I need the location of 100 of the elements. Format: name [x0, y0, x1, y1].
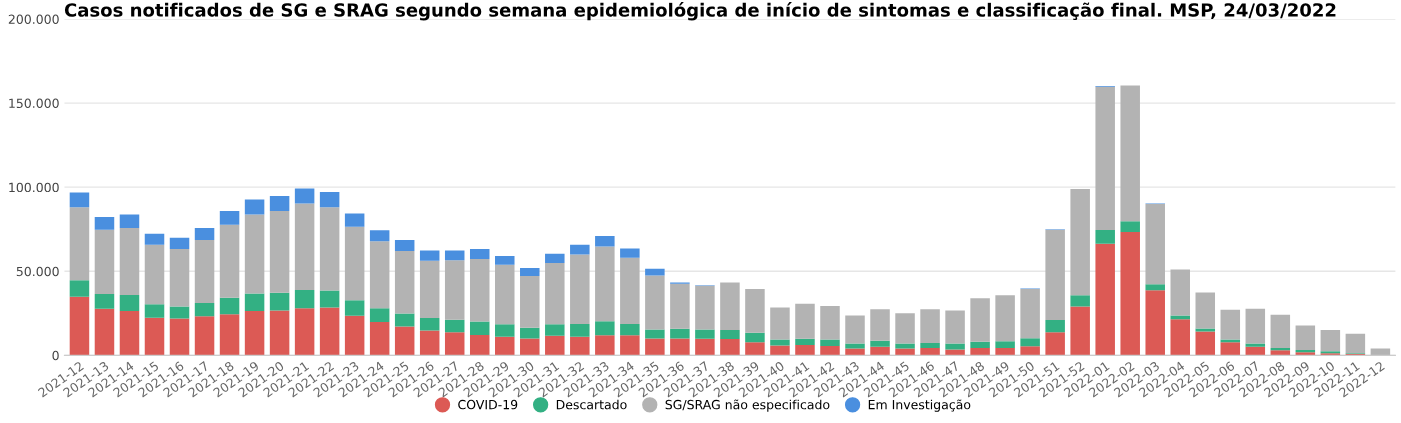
bar [545, 324, 565, 336]
bar [344, 315, 365, 356]
bar [244, 199, 265, 215]
bar [495, 324, 515, 337]
bar [269, 292, 290, 311]
bar [595, 335, 615, 356]
bar [169, 248, 190, 307]
bar [144, 304, 165, 318]
y-tick-label: 100.000 [9, 182, 59, 193]
bar [69, 192, 90, 208]
bar [845, 343, 865, 349]
bar [294, 290, 315, 309]
bar [895, 348, 915, 356]
bar [545, 335, 565, 356]
bar [269, 196, 290, 212]
bar [995, 348, 1015, 356]
chart-title: Casos notificados de SG e SRAG segundo semana epidemiológica de início de sintomas e classificação final. MSP, 24/03/2022 [64, 2, 1336, 21]
bar [945, 310, 965, 344]
bar [970, 298, 990, 342]
bar [920, 309, 940, 344]
bar [1170, 319, 1190, 356]
bar [169, 306, 190, 319]
bar [745, 332, 765, 343]
bar [695, 285, 715, 330]
bar [1245, 308, 1266, 344]
bar [1170, 315, 1190, 320]
y-tick-label: 0 [52, 350, 59, 361]
bar [1245, 343, 1266, 347]
bar [670, 328, 690, 339]
bar [1195, 331, 1216, 356]
bar [344, 226, 365, 301]
legend-label: Descartado [556, 399, 627, 410]
bar [169, 318, 190, 356]
bar [394, 239, 415, 252]
bar [1195, 292, 1216, 329]
bar [770, 345, 790, 356]
bar [970, 341, 990, 349]
bar [444, 332, 465, 356]
bar [895, 313, 915, 344]
bar [444, 319, 465, 333]
bar [520, 275, 540, 328]
bar [444, 250, 465, 261]
bar [495, 336, 515, 356]
bar [469, 248, 490, 259]
bar [970, 348, 990, 356]
bar [1020, 346, 1040, 356]
bar [1045, 229, 1065, 321]
bar [695, 338, 715, 356]
bar [620, 335, 640, 356]
bar [1070, 189, 1090, 296]
bar [394, 251, 415, 314]
bar [495, 255, 515, 265]
bar [1170, 269, 1190, 316]
bar [1020, 338, 1040, 347]
bar [219, 297, 240, 315]
bar [1145, 284, 1165, 291]
bar [620, 248, 640, 258]
bar [745, 288, 765, 333]
bar [294, 308, 315, 356]
bar [1270, 314, 1291, 349]
bar [820, 345, 840, 356]
bar [469, 334, 490, 356]
bar [745, 342, 765, 356]
bar [244, 310, 265, 356]
bar [119, 228, 140, 295]
bar [69, 207, 90, 281]
bar [1245, 346, 1266, 356]
bar [1270, 350, 1291, 356]
bar [595, 235, 615, 247]
bar [1120, 85, 1140, 222]
bar [670, 283, 690, 329]
bar [94, 216, 115, 230]
bar [319, 307, 340, 356]
bar [94, 294, 115, 309]
bar [1120, 231, 1140, 356]
bar [144, 233, 165, 245]
bar [144, 317, 165, 356]
bar [1045, 320, 1065, 333]
bar [369, 322, 390, 356]
bar [595, 321, 615, 336]
bar [570, 323, 590, 337]
bar [795, 303, 815, 339]
bar [219, 224, 240, 298]
bar [820, 306, 840, 340]
bar [995, 295, 1015, 342]
bar [620, 323, 640, 336]
bar [845, 315, 865, 344]
bar [419, 260, 440, 318]
bar [469, 258, 490, 322]
bar [119, 294, 140, 311]
bar [169, 237, 190, 249]
bar [269, 211, 290, 293]
bar [369, 230, 390, 242]
bar [294, 203, 315, 291]
bar [645, 329, 665, 339]
bar [194, 316, 215, 356]
bar [1320, 329, 1341, 352]
bar [1020, 288, 1040, 339]
bar [469, 321, 490, 335]
bar [1120, 221, 1140, 232]
